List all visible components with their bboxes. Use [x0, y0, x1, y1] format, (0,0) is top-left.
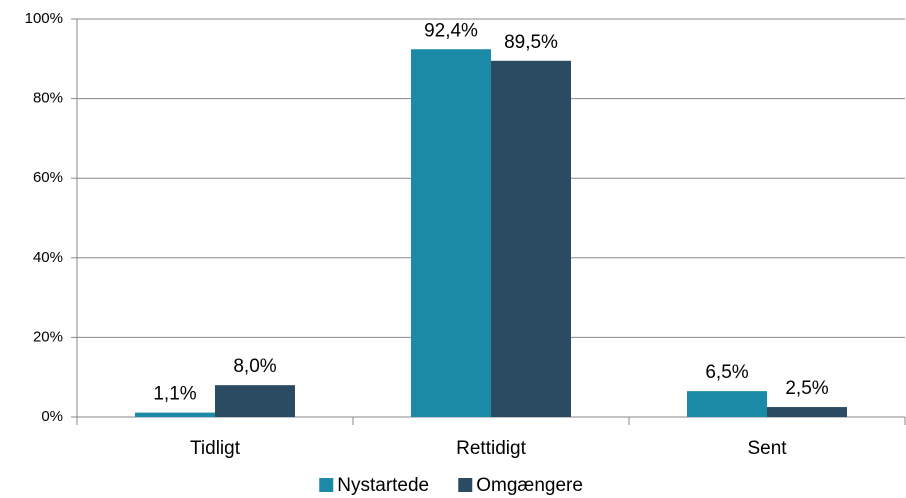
- bar: [491, 60, 571, 417]
- legend-swatch: [458, 478, 473, 492]
- x-tick-label: Sent: [747, 438, 787, 459]
- y-tick-label: 20%: [33, 328, 63, 345]
- value-label: 2,5%: [785, 378, 828, 399]
- legend-label: Nystartede: [337, 475, 429, 496]
- y-tick-label: 60%: [33, 169, 63, 186]
- y-tick-label: 80%: [33, 90, 63, 107]
- bar: [767, 407, 847, 417]
- value-label: 8,0%: [233, 356, 276, 377]
- y-tick-label: 100%: [25, 10, 63, 27]
- legend-swatch: [319, 478, 334, 492]
- bar: [411, 49, 491, 418]
- bar: [687, 391, 767, 417]
- y-tick-label: 0%: [41, 408, 63, 425]
- value-label: 1,1%: [153, 384, 196, 405]
- x-tick-label: Rettidigt: [456, 438, 526, 459]
- x-tick-label: Tidligt: [190, 438, 241, 459]
- value-label: 6,5%: [705, 362, 748, 383]
- legend-label: Omgængere: [476, 475, 583, 496]
- value-label: 89,5%: [504, 32, 558, 53]
- y-tick-label: 40%: [33, 249, 63, 266]
- bar: [215, 385, 295, 417]
- value-label: 92,4%: [424, 20, 478, 41]
- bar: [135, 412, 215, 417]
